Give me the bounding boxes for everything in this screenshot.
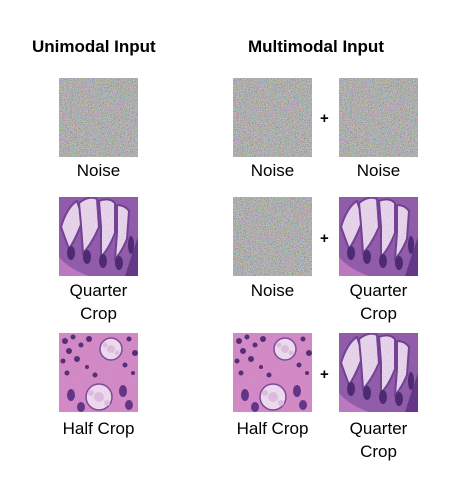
histology-quarter-crop xyxy=(339,197,418,276)
plus-sign: + xyxy=(320,230,329,247)
histology-quarter-crop xyxy=(339,333,418,412)
histology-half-crop xyxy=(59,333,138,412)
unimodal-label-row3: Half Crop xyxy=(62,419,135,438)
multimodal-left-label-row3: Half Crop xyxy=(236,419,309,438)
histology-half-crop xyxy=(233,333,312,412)
plus-sign: + xyxy=(320,110,329,127)
histology-quarter-crop xyxy=(59,197,138,276)
noise-texture xyxy=(233,197,312,276)
multimodal-left-label-row2: Noise xyxy=(250,281,295,300)
unimodal-header: Unimodal Input xyxy=(32,37,156,56)
unimodal-label-row1: Noise xyxy=(76,161,121,180)
multimodal-left-label-row1: Noise xyxy=(250,161,295,180)
plus-sign: + xyxy=(320,366,329,383)
multimodal-right-label-row2: Quarter Crop xyxy=(349,281,408,323)
multimodal-right-label-row1: Noise xyxy=(356,161,401,180)
unimodal-label-row2: Quarter Crop xyxy=(69,281,128,323)
noise-texture xyxy=(59,78,138,157)
noise-texture xyxy=(233,78,312,157)
noise-texture xyxy=(339,78,418,157)
multimodal-header: Multimodal Input xyxy=(248,37,384,56)
multimodal-right-label-row3: Quarter Crop xyxy=(349,419,408,461)
